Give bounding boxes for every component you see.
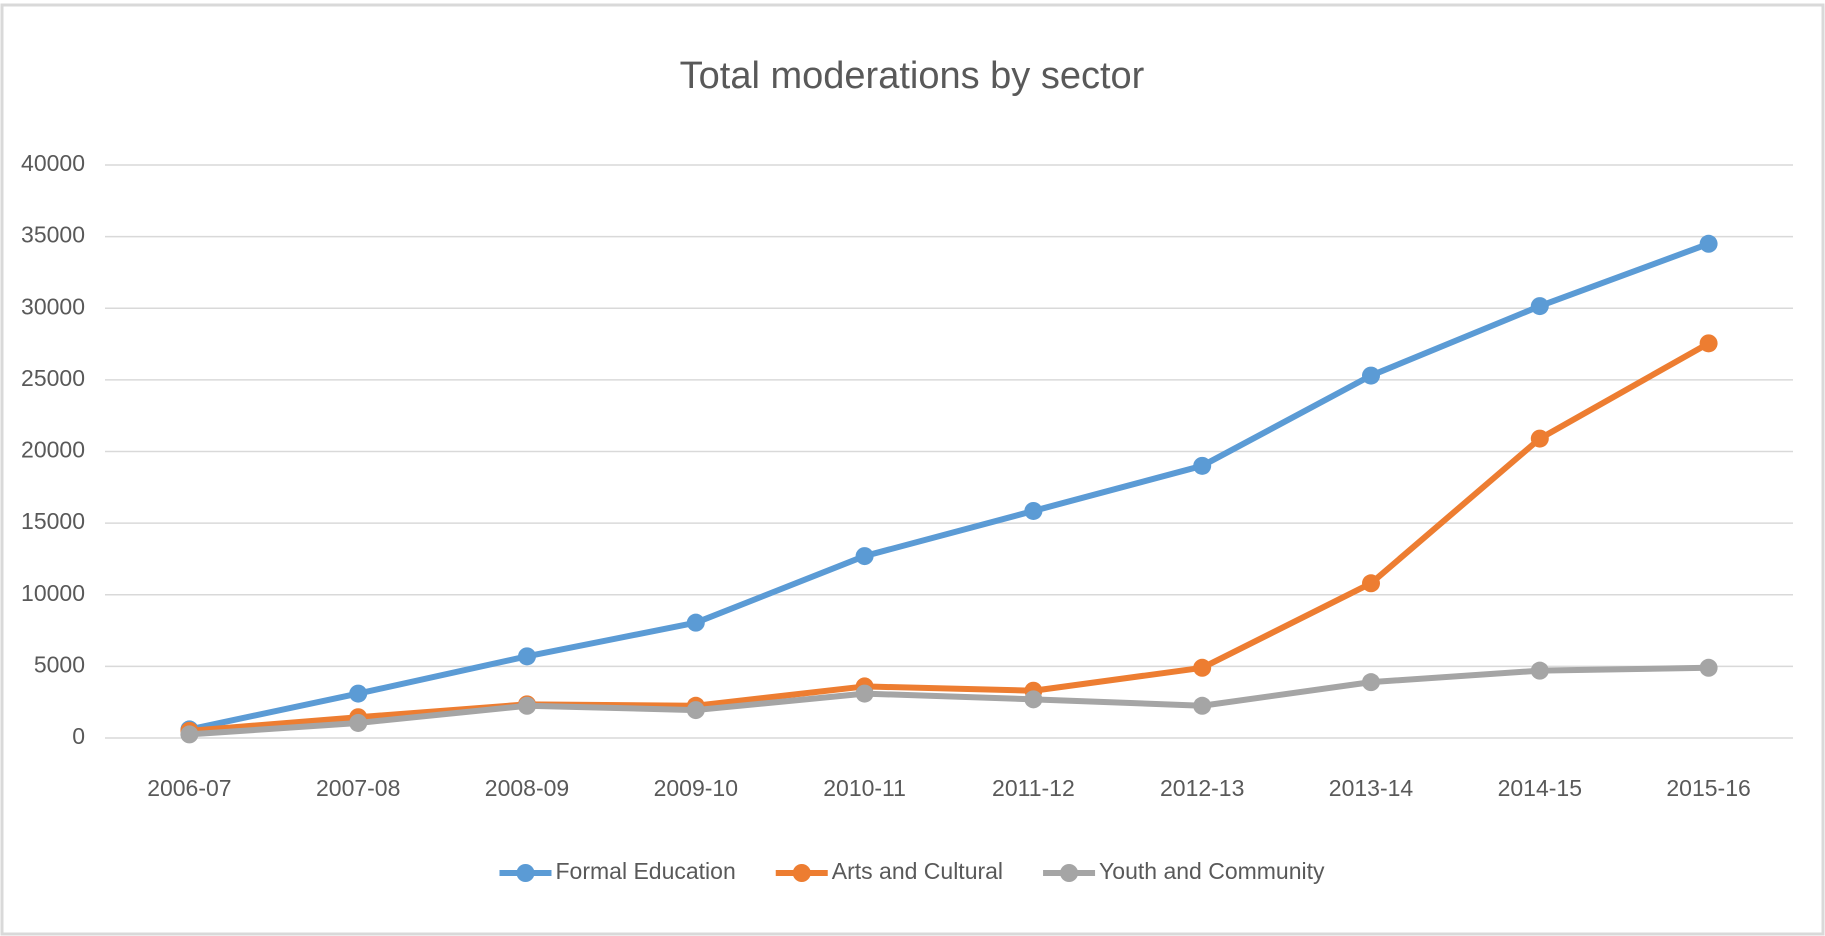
data-point <box>518 696 536 715</box>
x-tick-label: 2012-13 <box>1160 775 1244 801</box>
legend-label: Formal Education <box>555 858 735 884</box>
data-point <box>1362 673 1380 692</box>
data-point <box>1699 234 1718 253</box>
data-point <box>180 725 199 744</box>
data-point <box>349 713 368 732</box>
y-tick-label: 15000 <box>21 508 85 534</box>
data-point <box>1024 501 1043 520</box>
x-tick-label: 2015-16 <box>1666 775 1750 801</box>
data-point <box>1193 456 1212 475</box>
x-tick-label: 2010-11 <box>823 775 906 801</box>
y-tick-label: 5000 <box>34 651 85 677</box>
y-tick-label: 0 <box>72 723 85 749</box>
x-tick-label: 2013-14 <box>1329 775 1414 801</box>
data-point <box>1362 574 1380 593</box>
x-tick-label: 2014-15 <box>1498 775 1582 801</box>
legend-label: Youth and Community <box>1099 858 1325 884</box>
data-point <box>686 613 705 632</box>
data-point <box>1193 658 1212 677</box>
x-tick-label: 2007-08 <box>316 775 400 801</box>
data-point <box>1699 334 1718 353</box>
y-tick-label: 10000 <box>21 580 85 606</box>
data-point <box>1362 366 1380 385</box>
y-tick-label: 25000 <box>21 365 85 391</box>
y-tick-label: 30000 <box>21 293 85 319</box>
data-point <box>1024 690 1043 709</box>
legend-marker <box>792 864 811 882</box>
x-tick-label: 2006-07 <box>147 775 231 801</box>
data-point <box>518 647 536 666</box>
legend-label: Arts and Cultural <box>832 858 1003 884</box>
chart-frame <box>0 3 1825 936</box>
y-tick-label: 35000 <box>21 222 85 248</box>
legend-marker <box>1060 864 1079 882</box>
x-tick-label: 2011-12 <box>992 775 1075 801</box>
data-point <box>349 684 368 703</box>
x-tick-label: 2009-10 <box>654 775 738 801</box>
data-point <box>855 684 874 703</box>
data-point <box>1699 658 1718 677</box>
y-tick-label: 20000 <box>21 437 85 463</box>
y-tick-label: 40000 <box>21 150 85 176</box>
data-point <box>1530 297 1549 316</box>
x-tick-label: 2008-09 <box>485 775 569 801</box>
data-point <box>686 701 705 720</box>
series-line <box>189 664 1709 738</box>
legend: Formal Education Arts and Cultural Youth a… <box>499 858 1325 884</box>
data-point <box>855 547 874 566</box>
series-line <box>188 240 1710 733</box>
legend-marker <box>516 864 535 882</box>
data-point <box>1530 429 1549 448</box>
data-point <box>1193 696 1212 715</box>
series-line <box>189 340 1711 734</box>
data-point <box>1530 661 1549 680</box>
chart-title: Total moderations by sector <box>680 55 1145 97</box>
